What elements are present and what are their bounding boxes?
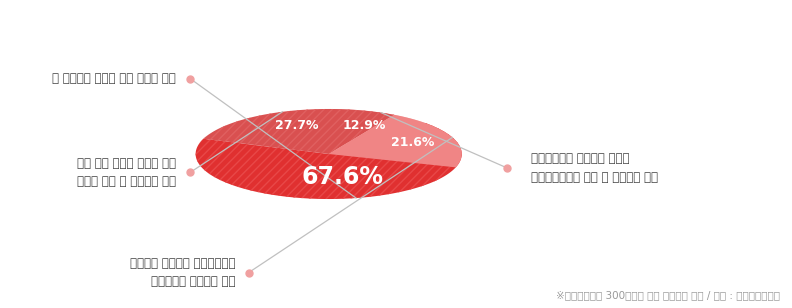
Text: 12.9%: 12.9%	[343, 120, 386, 132]
Text: 원화 환산 수출액 감소로 인한
채산성 약화 및 운전자금 부족: 원화 환산 수출액 감소로 인한 채산성 약화 및 운전자금 부족	[77, 157, 176, 188]
Text: 21.6%: 21.6%	[391, 136, 435, 149]
Polygon shape	[196, 123, 462, 199]
Text: 27.7%: 27.7%	[276, 119, 319, 132]
Text: 수출단가 상승으로 가격경쟁력이
약해지면서 수출물량 감소: 수출단가 상승으로 가격경쟁력이 약해지면서 수출물량 감소	[130, 257, 235, 288]
Polygon shape	[329, 109, 425, 154]
Text: 기 수출계약 물량에 대한 환차손 발생: 기 수출계약 물량에 대한 환차손 발생	[52, 72, 176, 85]
Text: 환율하락으로 경영계획 수정이
불가피해지면서 투자 및 고용계획 축소: 환율하락으로 경영계획 수정이 불가피해지면서 투자 및 고용계획 축소	[531, 152, 657, 184]
Polygon shape	[329, 115, 462, 167]
Polygon shape	[204, 109, 394, 154]
Text: ※수출중소기업 300개업체 대상 설문조사 실시 / 출처 : 대한상공회의소: ※수출중소기업 300개업체 대상 설문조사 실시 / 출처 : 대한상공회의소	[556, 290, 780, 300]
Text: 67.6%: 67.6%	[302, 165, 384, 189]
